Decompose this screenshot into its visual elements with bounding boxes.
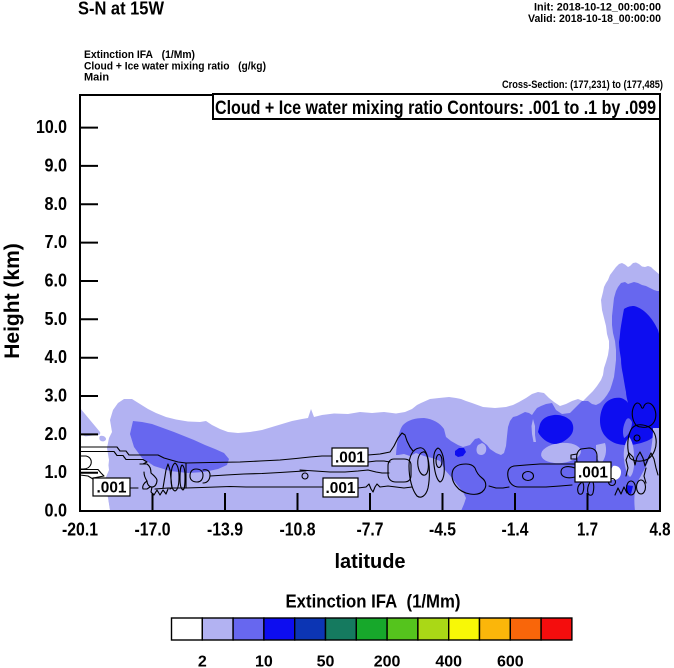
svg-text:-10.8: -10.8 <box>280 520 316 540</box>
svg-text:.001: .001 <box>578 465 608 482</box>
svg-text:Main: Main <box>84 72 109 84</box>
svg-text:Valid: 2018-10-18_00:00:00: Valid: 2018-10-18_00:00:00 <box>528 13 661 25</box>
svg-text:3.0: 3.0 <box>45 386 68 406</box>
svg-text:5.0: 5.0 <box>45 309 68 329</box>
svg-text:4.8: 4.8 <box>650 520 671 540</box>
svg-text:-4.5: -4.5 <box>429 520 456 540</box>
svg-text:Cross-Section: (177,231) to (1: Cross-Section: (177,231) to (177,485) <box>502 79 663 91</box>
svg-text:2: 2 <box>198 654 207 668</box>
svg-text:9.0: 9.0 <box>45 155 68 175</box>
svg-text:8.0: 8.0 <box>45 194 68 214</box>
svg-text:10: 10 <box>255 654 273 668</box>
svg-text:Init: 2018-10-12_00:00:00: Init: 2018-10-12_00:00:00 <box>534 1 661 13</box>
svg-text:600: 600 <box>497 654 524 668</box>
svg-text:7.0: 7.0 <box>45 232 68 252</box>
svg-text:200: 200 <box>374 654 401 668</box>
svg-text:.001: .001 <box>326 480 356 497</box>
svg-text:Cloud + Ice water mixing ratio: Cloud + Ice water mixing ratio (g/kg) <box>84 60 266 72</box>
svg-text:Height (km): Height (km) <box>1 243 24 359</box>
svg-text:.001: .001 <box>335 450 365 467</box>
svg-text:10.0: 10.0 <box>36 117 67 137</box>
svg-text:-7.7: -7.7 <box>357 520 384 540</box>
svg-text:400: 400 <box>435 654 462 668</box>
svg-text:1.0: 1.0 <box>45 462 68 482</box>
svg-text:Cloud + Ice water mixing ratio: Cloud + Ice water mixing ratio Contours:… <box>215 98 656 119</box>
svg-text:0.0: 0.0 <box>45 501 68 521</box>
svg-text:2.0: 2.0 <box>45 424 68 444</box>
svg-text:6.0: 6.0 <box>45 271 68 291</box>
svg-text:S-N at 15W: S-N at 15W <box>78 0 164 19</box>
svg-text:-13.9: -13.9 <box>207 520 243 540</box>
svg-text:.001: .001 <box>97 480 127 497</box>
svg-text:-20.1: -20.1 <box>62 520 98 540</box>
svg-text:-1.4: -1.4 <box>502 520 529 540</box>
svg-text:latitude: latitude <box>334 551 405 573</box>
svg-text:50: 50 <box>317 654 335 668</box>
svg-text:Extinction IFA (1/Mm): Extinction IFA (1/Mm) <box>286 592 461 612</box>
svg-text:1.7: 1.7 <box>577 520 598 540</box>
svg-text:-17.0: -17.0 <box>135 520 171 540</box>
svg-text:Extinction IFA (1/Mm): Extinction IFA (1/Mm) <box>84 49 195 61</box>
svg-text:4.0: 4.0 <box>45 347 68 367</box>
